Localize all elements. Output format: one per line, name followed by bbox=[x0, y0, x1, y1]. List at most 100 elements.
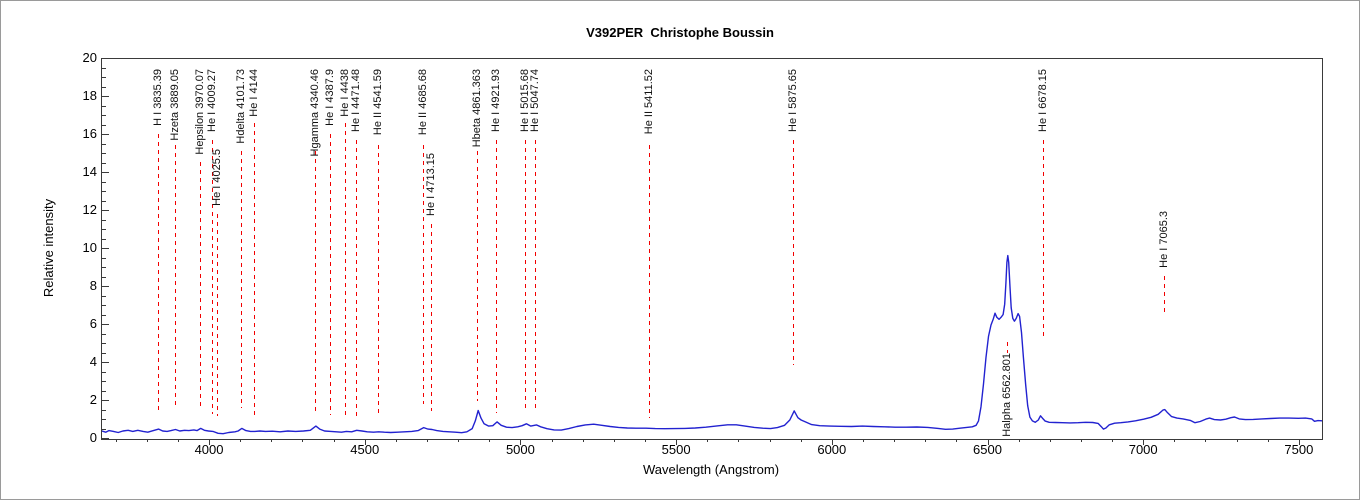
y-minor-tick bbox=[102, 153, 106, 154]
y-major-tick bbox=[102, 438, 109, 439]
x-major-tick bbox=[1143, 439, 1145, 445]
x-tick-label: 7500 bbox=[1284, 442, 1314, 457]
spectral-line-label: He II 5411.52 bbox=[642, 69, 655, 135]
y-minor-tick bbox=[102, 238, 106, 240]
y-minor-tick bbox=[102, 143, 106, 145]
y-tick-label: 8 bbox=[89, 278, 97, 293]
spectral-line-marker bbox=[535, 140, 537, 411]
spectral-line-marker bbox=[1163, 276, 1165, 316]
y-tick-label: 6 bbox=[89, 316, 97, 331]
spectral-line-label: He I 4009.27 bbox=[205, 69, 218, 132]
x-tick-label: 5000 bbox=[505, 442, 535, 457]
x-tick-label: 4500 bbox=[350, 442, 380, 457]
x-minor-tick bbox=[1112, 439, 1114, 442]
x-minor-tick bbox=[302, 439, 304, 442]
spectral-line-label: H I 3835.39 bbox=[151, 69, 164, 126]
y-tick-label: 0 bbox=[89, 430, 97, 445]
x-major-tick bbox=[209, 439, 211, 445]
spectral-line-label: He I 4713.15 bbox=[425, 153, 438, 216]
y-minor-tick bbox=[102, 124, 106, 126]
spectral-line-label: Hbeta 4861.363 bbox=[471, 69, 484, 148]
x-major-tick bbox=[520, 439, 522, 445]
spectral-line-marker bbox=[199, 162, 201, 409]
y-major-tick bbox=[102, 362, 109, 363]
x-minor-tick bbox=[115, 439, 117, 442]
x-tick-label: 6500 bbox=[973, 442, 1002, 457]
x-minor-tick bbox=[333, 439, 335, 442]
y-minor-tick bbox=[102, 162, 106, 164]
y-major-tick bbox=[102, 324, 109, 325]
spectral-line-label: He I 4921.93 bbox=[490, 69, 503, 132]
y-major-tick bbox=[102, 286, 109, 287]
spectral-line-marker bbox=[240, 151, 242, 408]
x-major-tick bbox=[987, 439, 989, 445]
y-minor-tick bbox=[102, 333, 106, 335]
spectral-line-label: Hgamma 4340.46 bbox=[309, 69, 322, 157]
y-tick-label: 10 bbox=[82, 240, 97, 255]
spectral-line-label: He I 7065.3 bbox=[1157, 211, 1170, 268]
spectral-line-marker bbox=[377, 145, 379, 416]
spectral-line-label: He I 4471.48 bbox=[349, 69, 362, 132]
y-minor-tick bbox=[102, 371, 106, 373]
spectral-line-marker bbox=[422, 145, 424, 404]
spectral-line-marker bbox=[174, 145, 176, 407]
x-minor-tick bbox=[738, 439, 740, 442]
x-minor-tick bbox=[769, 439, 771, 442]
y-tick-label: 14 bbox=[82, 164, 97, 179]
y-minor-tick bbox=[102, 390, 106, 392]
y-minor-tick bbox=[102, 267, 106, 268]
spectral-line-label: Halpha 6562.801 bbox=[1001, 353, 1014, 437]
y-minor-tick bbox=[102, 181, 106, 183]
spectral-line-marker bbox=[525, 140, 527, 411]
spectral-line-marker bbox=[211, 140, 213, 414]
x-minor-tick bbox=[1267, 439, 1269, 442]
spectral-line-label: Hzeta 3889.05 bbox=[168, 69, 181, 141]
y-minor-tick bbox=[102, 219, 106, 221]
spectral-line-marker bbox=[1007, 342, 1009, 353]
y-minor-tick bbox=[102, 305, 106, 306]
x-minor-tick bbox=[956, 439, 958, 442]
x-minor-tick bbox=[1080, 439, 1082, 442]
x-major-tick bbox=[831, 439, 833, 445]
y-minor-tick bbox=[102, 86, 106, 88]
y-minor-tick bbox=[102, 229, 106, 230]
x-minor-tick bbox=[177, 439, 179, 442]
x-minor-tick bbox=[240, 439, 242, 442]
y-tick-label: 2 bbox=[89, 392, 97, 407]
x-major-tick bbox=[676, 439, 678, 445]
x-major-tick bbox=[364, 439, 366, 445]
spectral-line-label: He I 4387.9 bbox=[323, 69, 336, 126]
y-minor-tick bbox=[102, 381, 106, 382]
y-major-tick bbox=[102, 172, 109, 173]
spectral-line-marker bbox=[157, 134, 159, 413]
y-minor-tick bbox=[102, 295, 106, 297]
x-minor-tick bbox=[1049, 439, 1051, 442]
x-minor-tick bbox=[1174, 439, 1176, 442]
y-major-tick bbox=[102, 400, 109, 401]
y-minor-tick bbox=[102, 257, 106, 259]
x-minor-tick bbox=[644, 439, 646, 442]
x-major-tick bbox=[1298, 439, 1300, 445]
spectral-line-marker bbox=[1042, 140, 1044, 337]
spectral-line-label: He II 4541.59 bbox=[371, 69, 384, 136]
x-tick-label: 6000 bbox=[817, 442, 847, 457]
plot-area bbox=[101, 58, 1323, 440]
x-minor-tick bbox=[925, 439, 927, 442]
x-minor-tick bbox=[427, 439, 429, 442]
y-tick-label: 16 bbox=[82, 126, 97, 141]
x-minor-tick bbox=[707, 439, 709, 442]
x-minor-tick bbox=[894, 439, 896, 442]
y-tick-label: 12 bbox=[82, 202, 97, 217]
y-minor-tick bbox=[102, 77, 106, 78]
y-minor-tick bbox=[102, 200, 106, 202]
x-tick-label: 4000 bbox=[194, 442, 224, 457]
y-major-tick bbox=[102, 58, 109, 59]
y-minor-tick bbox=[102, 409, 106, 411]
x-tick-label: 5500 bbox=[661, 442, 691, 457]
spectral-line-marker bbox=[216, 214, 218, 416]
spectral-line-marker bbox=[315, 151, 317, 413]
spectral-line-label: He I 5047.74 bbox=[529, 69, 542, 132]
y-minor-tick bbox=[102, 419, 106, 420]
x-tick-label: 7000 bbox=[1128, 442, 1158, 457]
y-major-tick bbox=[102, 134, 109, 135]
